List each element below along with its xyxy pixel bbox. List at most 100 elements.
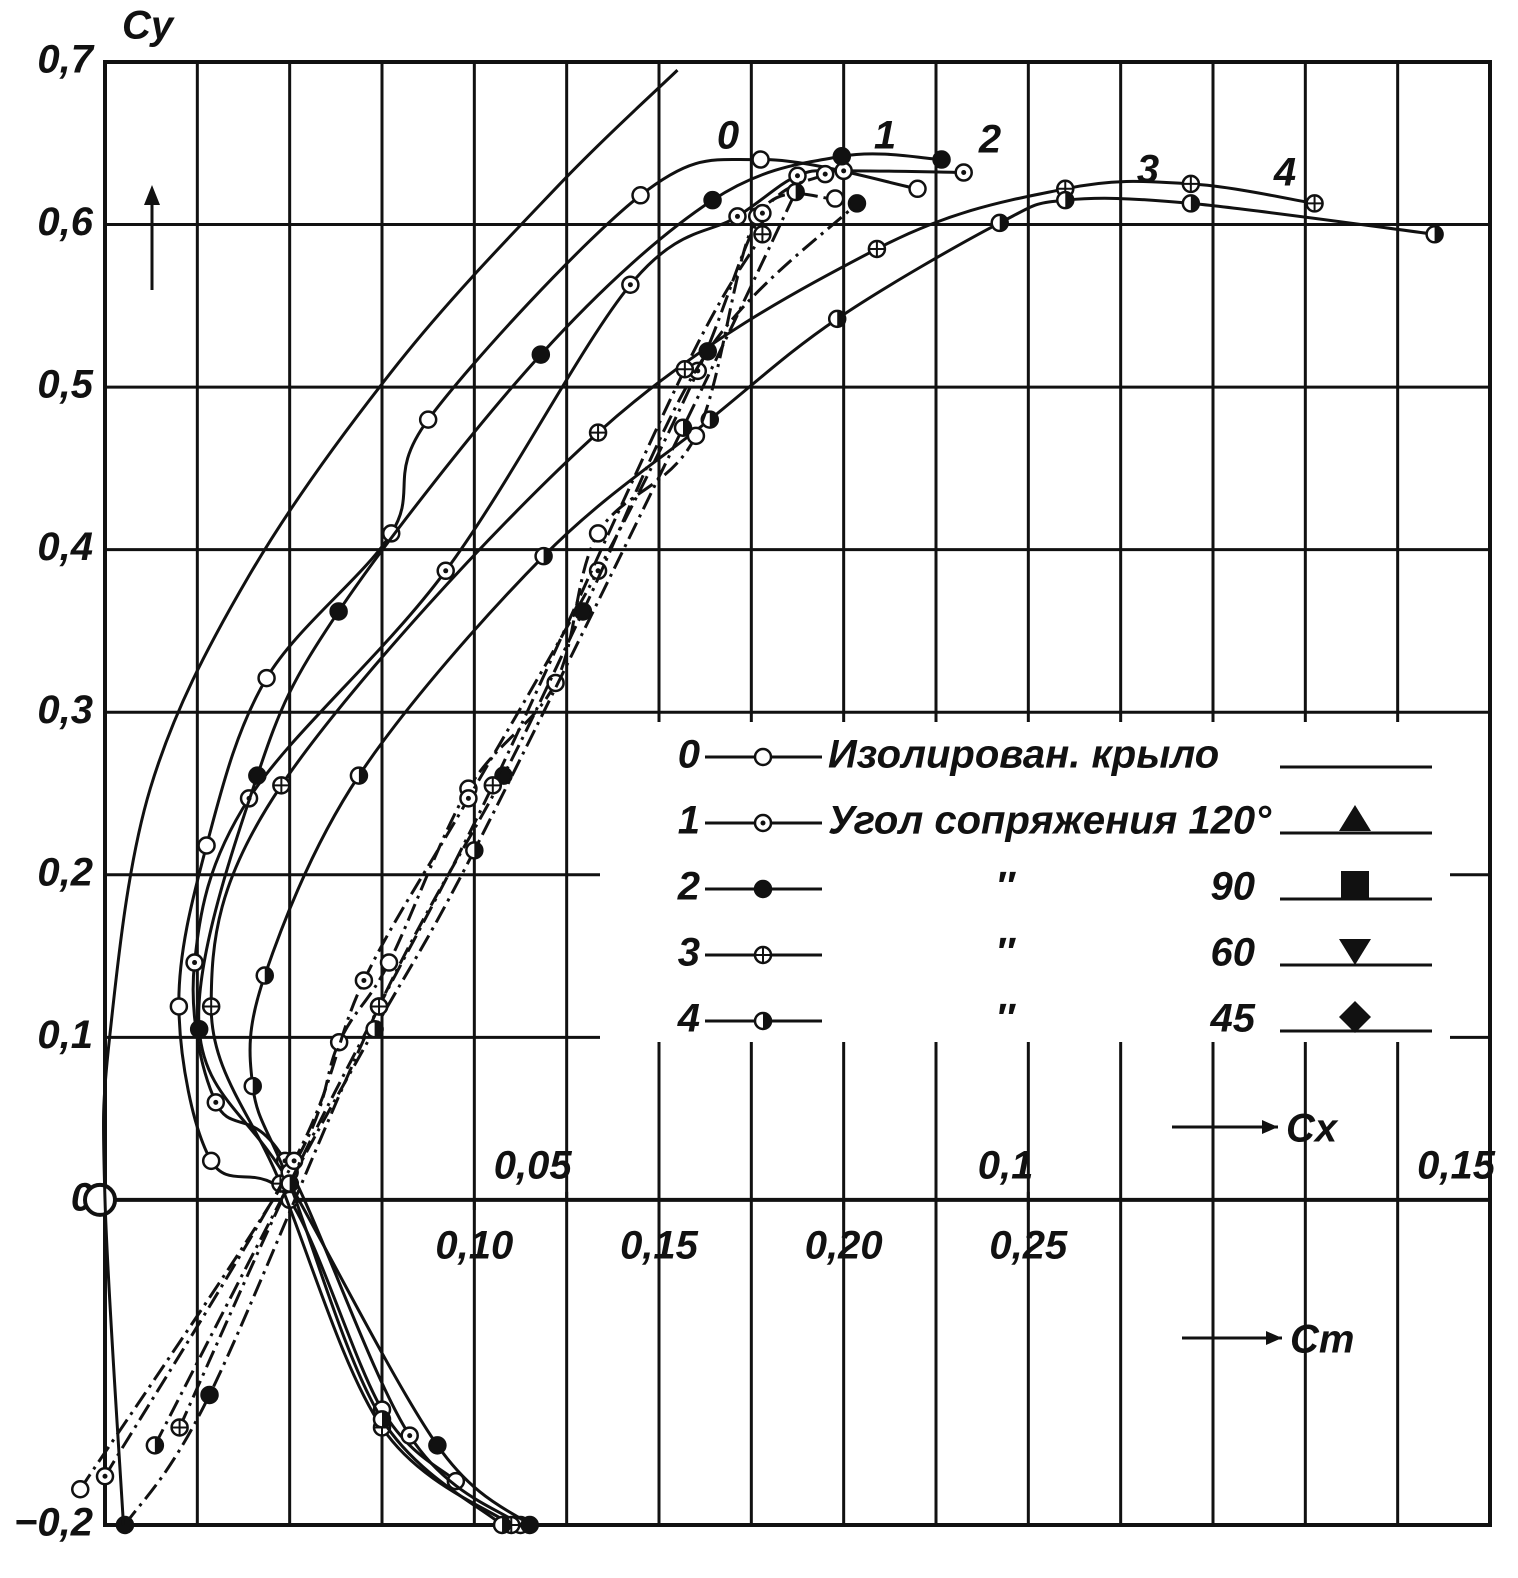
marker-shape [418,410,438,429]
marker-shape [588,524,608,543]
data-point [1305,194,1324,213]
legend-key: 1 [678,799,700,843]
marker-shape [520,1515,539,1535]
data-point [832,147,852,166]
data-point [379,953,399,972]
data-point [753,879,773,899]
marker-shape [822,171,828,177]
marker-shape [760,820,766,826]
marker-shape [329,1032,349,1052]
data-point [825,189,845,208]
marker-shape [1434,226,1443,243]
data-point [531,345,551,364]
data-point [185,953,204,972]
data-point [703,190,722,210]
marker-shape [248,766,267,785]
arrow-head [1266,1331,1282,1345]
y-tick-label: 0,2 [37,850,93,894]
legend-box [600,722,1450,1042]
marker-shape [795,173,800,179]
curve [101,69,679,1526]
data-point [908,179,927,199]
x2-tick-label: 0,15 [620,1223,699,1267]
legend-label: Угол сопряжения 120° [828,799,1272,843]
marker-shape [763,1013,771,1029]
data-point [673,418,693,437]
y-tick-label: 0,1 [37,1013,93,1057]
legend-angle: 60 [1211,931,1256,975]
marker-shape [291,1158,297,1164]
x-tick-label: 0,15 [1417,1143,1496,1187]
data-point [520,1515,539,1535]
y-tick-label: 0,6 [37,200,93,244]
data-point [1181,194,1201,213]
marker-shape [382,1411,390,1428]
marker-shape [381,524,401,543]
x2-axis-label: Cm [1290,1318,1354,1362]
data-point [827,309,847,329]
marker-shape [531,345,551,364]
marker-shape [443,568,449,574]
data-point [200,1385,219,1405]
marker-shape [543,548,552,565]
marker-shape [908,179,927,199]
marker-shape [192,960,198,966]
legend-label: Изолирован. крыло [828,733,1219,777]
marker-shape [428,1436,447,1455]
data-point [753,225,772,244]
data-point [372,1410,392,1429]
legend-label: ″ [995,931,1016,975]
marker-shape [631,186,650,205]
legend-key: 0 [678,733,700,777]
marker-shape [709,411,718,428]
marker-shape [999,214,1008,231]
curve-label: 2 [978,118,1001,162]
data-point [459,789,478,808]
data-point [1425,225,1444,244]
marker-shape [795,184,804,201]
data-point [786,182,805,202]
data-point [631,186,650,205]
marker-shape [686,426,706,446]
y-axis-label: Cy [122,4,175,48]
data-point [145,1436,165,1455]
legend: 0 Изолирован. крыло 1 Угол сопряжения 120° 2… [600,722,1450,1042]
legend-symbol [1339,805,1371,831]
marker-shape [189,1019,209,1039]
marker-shape [379,953,399,972]
data-point [483,776,503,795]
marker-shape [154,1437,163,1454]
marker-shape [698,342,718,361]
y-tick-label: 0,3 [37,688,93,732]
data-point [243,1076,262,1096]
x-axis-label: Cx [1286,1107,1339,1151]
marker-shape [407,1433,413,1439]
marker-shape [759,210,765,216]
x2-tick-label: 0,25 [989,1223,1068,1267]
marker-shape [213,1099,219,1105]
marker-shape [932,150,951,169]
marker-shape [1065,192,1074,209]
data-point [728,207,747,226]
data-point [381,524,401,543]
marker-shape [837,310,846,327]
data-point [206,1093,226,1112]
marker-shape [264,967,273,984]
curve [79,192,836,1491]
data-point [365,1019,384,1039]
curve [197,152,942,1527]
marker-shape [734,213,740,219]
marker-shape [961,170,967,176]
marker-shape [703,190,722,210]
data-point [847,194,867,213]
data-point [255,966,274,985]
curve-label: 0 [717,114,739,158]
data-point [369,997,389,1016]
data-point [349,766,369,785]
legend-label: ″ [995,865,1016,909]
marker-shape [358,767,367,784]
marker-shape [329,602,348,621]
y-tick-label: 0,5 [37,363,93,407]
marker-shape [832,147,852,166]
data-point [272,776,291,795]
